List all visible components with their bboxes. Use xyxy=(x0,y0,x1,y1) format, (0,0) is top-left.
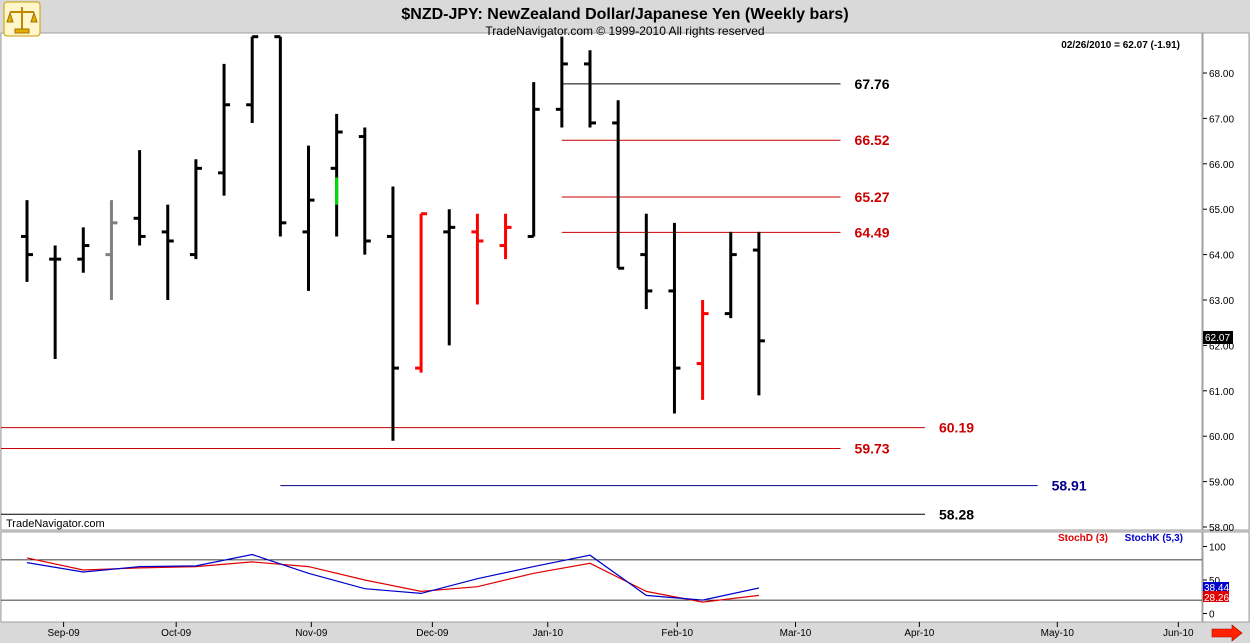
ohlc-bar xyxy=(246,35,259,123)
price-tick-label: 68.00 xyxy=(1209,69,1234,80)
ohlc-bar xyxy=(668,222,681,414)
ohlc-bar xyxy=(499,213,512,260)
copyright-text: TradeNavigator.com © 1999-2010 All right… xyxy=(485,24,764,38)
stochk-last-value: 38.44 xyxy=(1204,583,1229,594)
stochastic-lines: 100 50 0 xyxy=(1,543,1226,621)
level-label: 60.19 xyxy=(939,420,974,436)
date-tick-label: Oct-09 xyxy=(161,628,191,639)
level-label: 67.76 xyxy=(855,76,890,92)
scales-logo-icon[interactable] xyxy=(3,1,41,37)
price-tick-label: 65.00 xyxy=(1209,205,1234,216)
chart-title: $NZD-JPY: NewZealand Dollar/Japanese Yen… xyxy=(401,6,848,23)
ohlc-bars xyxy=(21,35,765,441)
ohlc-bar xyxy=(752,231,765,396)
watermark-text: TradeNavigator.com xyxy=(6,518,105,530)
ohlc-bar xyxy=(555,36,568,128)
price-axis-ticks: 58.00 59.00 60.00 61.00 62.00 63.00 64.00 65.00… xyxy=(1203,69,1234,534)
level-label: 65.27 xyxy=(855,189,890,205)
date-tick-label: Jun-10 xyxy=(1163,628,1194,639)
ohlc-bar xyxy=(415,212,428,373)
ohlc-bar xyxy=(612,100,625,270)
price-tick-label: 67.00 xyxy=(1209,114,1234,125)
price-axis xyxy=(1202,32,1250,531)
ohlc-bar xyxy=(161,204,174,300)
stochd-line xyxy=(26,557,759,603)
date-tick-label: Feb-10 xyxy=(661,628,693,639)
date-tick-label: Sep-09 xyxy=(47,628,80,639)
date-tick-label: Jan-10 xyxy=(532,628,563,639)
price-tick-label: 62.00 xyxy=(1209,341,1234,352)
ohlc-bar xyxy=(696,300,709,400)
ohlc-bar xyxy=(386,186,399,441)
ohlc-bar xyxy=(21,200,33,282)
price-tick-label: 63.00 xyxy=(1209,296,1234,307)
stochastic-axis xyxy=(1202,531,1250,623)
stochd-legend: StochD (3) xyxy=(1058,533,1108,544)
price-panel[interactable] xyxy=(0,32,1203,531)
ohlc-bar xyxy=(443,209,456,346)
date-tick-label: Apr-10 xyxy=(904,628,934,639)
ohlc-bar xyxy=(218,63,231,196)
price-tick-label: 66.00 xyxy=(1209,160,1234,171)
price-tick-label: 61.00 xyxy=(1209,387,1234,398)
stochk-line xyxy=(26,553,760,601)
ohlc-bar xyxy=(49,245,62,360)
stoch-tick-label: 100 xyxy=(1209,543,1226,554)
level-lines: 67.76 66.52 65.27 64.49 60.19 59.73 58.91 58.28 xyxy=(1,76,1087,522)
ohlc-bar xyxy=(358,127,371,255)
level-label: 58.91 xyxy=(1052,478,1087,494)
ohlc-bar xyxy=(640,213,653,310)
stochd-last-value: 28.26 xyxy=(1204,593,1229,604)
ohlc-bar xyxy=(274,35,287,237)
scroll-right-arrow-icon[interactable] xyxy=(1211,624,1243,642)
ohlc-bar xyxy=(330,113,343,237)
ohlc-bar xyxy=(471,213,484,305)
price-tick-label: 64.00 xyxy=(1209,251,1234,262)
ohlc-bar xyxy=(189,159,202,260)
level-label: 66.52 xyxy=(855,132,890,148)
stochastic-panel[interactable] xyxy=(0,531,1203,623)
price-tick-label: 60.00 xyxy=(1209,432,1234,443)
date-axis-ticks: Sep-09 Oct-09 Nov-09 Dec-09 Jan-10 Feb-10 Mar-… xyxy=(47,622,1194,639)
last-price-tag-text: 62.07 xyxy=(1205,333,1230,344)
ohlc-bar xyxy=(302,145,315,291)
ohlc-bar xyxy=(584,50,596,128)
ohlc-bar xyxy=(133,150,146,246)
level-label: 59.73 xyxy=(855,440,890,456)
last-quote-readout: 02/26/2010 = 62.07 (-1.91) xyxy=(1061,40,1180,51)
stoch-last-values: 38.44 28.26 xyxy=(1203,582,1229,604)
ohlc-bar xyxy=(724,231,737,319)
ohlc-bar xyxy=(105,200,118,300)
ohlc-bar xyxy=(527,82,540,238)
ohlc-bar xyxy=(77,227,90,273)
date-tick-label: Dec-09 xyxy=(416,628,449,639)
last-price-tag: 62.07 xyxy=(1203,331,1233,344)
stochk-legend: StochK (5,3) xyxy=(1125,533,1183,544)
date-tick-label: Mar-10 xyxy=(780,628,812,639)
date-tick-label: Nov-09 xyxy=(295,628,328,639)
date-tick-label: May-10 xyxy=(1041,628,1075,639)
level-label: 64.49 xyxy=(855,224,890,240)
stoch-tick-label: 50 xyxy=(1209,576,1221,587)
price-tick-label: 59.00 xyxy=(1209,478,1234,489)
price-tick-label: 58.00 xyxy=(1209,523,1234,534)
level-label: 58.28 xyxy=(939,506,974,522)
stoch-tick-label: 0 xyxy=(1209,610,1215,621)
